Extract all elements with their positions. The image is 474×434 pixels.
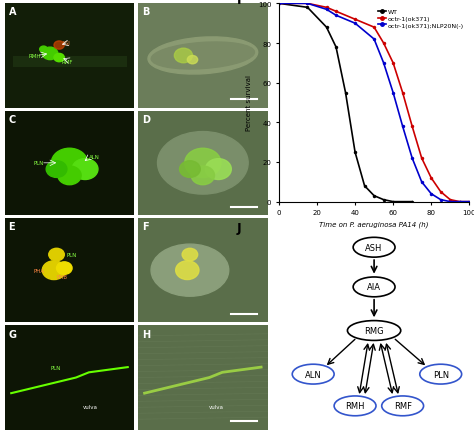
Ellipse shape [353, 277, 395, 297]
Legend: WT, octr-1(ok371), octr-1(ok371);NLP20N(-): WT, octr-1(ok371), octr-1(ok371);NLP20N(… [375, 7, 466, 31]
Text: E: E [9, 222, 15, 232]
Text: ALN: ALN [89, 155, 100, 160]
Text: I: I [237, 0, 242, 7]
Text: ASJ: ASJ [62, 41, 71, 46]
Circle shape [49, 249, 64, 261]
Text: PLN: PLN [433, 370, 449, 379]
Ellipse shape [292, 365, 334, 384]
Circle shape [180, 161, 200, 178]
Text: H: H [142, 329, 150, 339]
Y-axis label: Percent survival: Percent survival [246, 76, 252, 131]
Text: C: C [9, 115, 16, 125]
Circle shape [40, 47, 47, 53]
Circle shape [205, 159, 231, 180]
Ellipse shape [334, 396, 376, 416]
Circle shape [176, 261, 199, 280]
Circle shape [56, 262, 72, 275]
Circle shape [182, 249, 198, 261]
Circle shape [51, 149, 88, 178]
Circle shape [42, 261, 65, 280]
Text: ALN: ALN [305, 370, 321, 379]
Ellipse shape [148, 38, 258, 75]
Text: RMH: RMH [345, 401, 365, 411]
Circle shape [191, 167, 215, 185]
Text: D: D [142, 115, 150, 125]
Text: PHB: PHB [56, 274, 67, 279]
Text: RMF: RMF [62, 60, 73, 65]
Text: A: A [9, 7, 16, 17]
Ellipse shape [151, 43, 255, 70]
Ellipse shape [151, 244, 229, 296]
Text: AIA: AIA [367, 283, 381, 292]
Text: J: J [237, 222, 242, 235]
Text: ASH: ASH [365, 243, 383, 252]
Circle shape [54, 42, 64, 50]
Text: vulva: vulva [210, 404, 224, 409]
Text: PLN: PLN [67, 253, 77, 257]
Ellipse shape [382, 396, 424, 416]
Circle shape [58, 167, 81, 185]
Text: RMG: RMG [365, 326, 384, 335]
Text: PLN: PLN [33, 161, 44, 166]
Circle shape [72, 159, 98, 180]
Text: F: F [142, 222, 149, 232]
Ellipse shape [157, 132, 248, 194]
Circle shape [174, 49, 192, 64]
Text: vulva: vulva [82, 404, 98, 409]
Text: RMH: RMH [28, 54, 41, 59]
Circle shape [185, 149, 221, 178]
X-axis label: Time on P. aeruginosa PA14 (h): Time on P. aeruginosa PA14 (h) [319, 221, 429, 228]
Text: B: B [142, 7, 149, 17]
Text: G: G [9, 329, 17, 339]
Ellipse shape [353, 238, 395, 257]
Text: PHA: PHA [33, 268, 45, 273]
Circle shape [54, 54, 64, 62]
Text: PLN: PLN [50, 365, 60, 370]
Circle shape [42, 48, 58, 60]
Ellipse shape [420, 365, 462, 384]
Circle shape [46, 161, 67, 178]
Text: RMF: RMF [393, 401, 411, 411]
Circle shape [187, 56, 198, 65]
Ellipse shape [347, 321, 401, 341]
